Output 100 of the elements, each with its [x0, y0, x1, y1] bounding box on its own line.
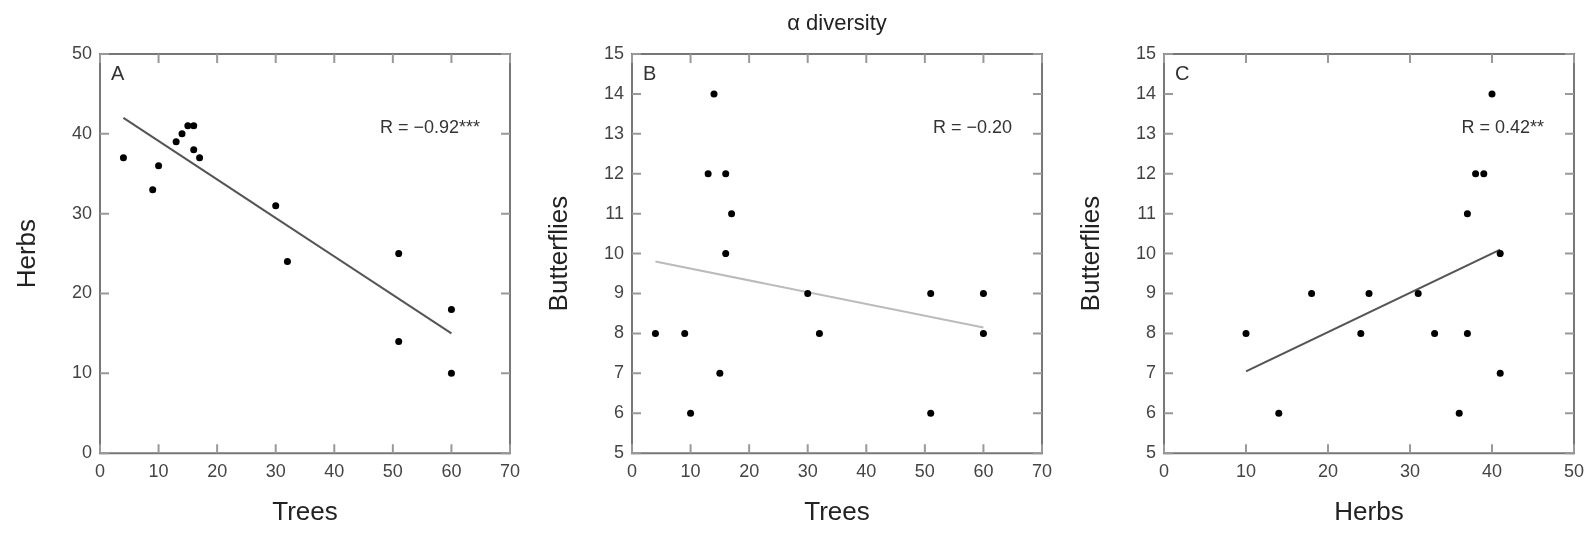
x-axis-title: Trees [272, 495, 338, 526]
y-tick-label: 7 [613, 362, 624, 383]
x-tick-label: 20 [1317, 460, 1339, 481]
point [395, 250, 403, 258]
point [1480, 170, 1488, 178]
annotation: C [1175, 61, 1190, 84]
y-tick-label: 12 [1135, 162, 1156, 183]
y-tick-label: 11 [605, 202, 624, 223]
y-tick-label: 30 [71, 202, 92, 223]
x-tick-label: 40 [856, 460, 877, 481]
y-tick-label: 15 [1135, 42, 1156, 63]
point [722, 170, 730, 178]
point [1463, 329, 1471, 337]
x-tick-label: 10 [1235, 460, 1257, 481]
point [196, 154, 204, 162]
point [119, 154, 127, 162]
x-tick-label: 30 [797, 460, 818, 481]
point [1496, 369, 1504, 377]
point [681, 329, 689, 337]
x-tick-label: 40 [324, 460, 345, 481]
point [283, 258, 291, 266]
y-tick-label: 10 [1135, 242, 1156, 263]
point [728, 210, 736, 218]
point [979, 290, 987, 298]
point [815, 329, 823, 337]
point [1357, 329, 1365, 337]
x-axis-title: Trees [804, 495, 870, 526]
point [1455, 409, 1463, 417]
point [716, 369, 724, 377]
point [927, 409, 935, 417]
y-tick-label: 5 [613, 442, 624, 463]
x-tick-label: 50 [914, 460, 935, 481]
point [1414, 290, 1422, 298]
y-tick-label: 8 [1145, 322, 1156, 343]
point [1488, 90, 1496, 98]
x-tick-label: 30 [265, 460, 286, 481]
point [710, 90, 718, 98]
point [1308, 290, 1316, 298]
point [155, 162, 163, 170]
x-tick-label: 60 [441, 460, 462, 481]
y-tick-label: 9 [1145, 282, 1156, 303]
y-tick-label: 15 [603, 42, 624, 63]
y-tick-label: 13 [1135, 122, 1156, 143]
x-tick-label: 60 [973, 460, 994, 481]
y-tick-label: 10 [603, 242, 624, 263]
point [1365, 290, 1373, 298]
y-tick-label: 10 [71, 362, 92, 383]
point [172, 138, 180, 146]
x-tick-label: 50 [1563, 460, 1585, 481]
x-tick-label: 20 [207, 460, 228, 481]
x-tick-label: 30 [1399, 460, 1421, 481]
point [149, 186, 157, 194]
annotation: R = −0.20 [932, 116, 1012, 137]
x-tick-label: 70 [499, 460, 521, 481]
chart-title: α diversity [787, 10, 887, 36]
point [927, 290, 935, 298]
y-tick-label: 9 [613, 282, 624, 303]
y-tick-label: 14 [1135, 82, 1156, 103]
point [1472, 170, 1480, 178]
y-tick-label: 5 [1145, 442, 1156, 463]
y-tick-label: 11 [1137, 202, 1156, 223]
y-tick-label: 14 [603, 82, 624, 103]
y-tick-label: 7 [1145, 362, 1156, 383]
annotation: B [643, 61, 657, 84]
y-tick-label: 13 [603, 122, 624, 143]
point [395, 337, 403, 345]
x-tick-label: 40 [1481, 460, 1503, 481]
x-tick-label: 0 [94, 460, 106, 481]
x-tick-label: 50 [382, 460, 403, 481]
x-axis-title: Herbs [1334, 495, 1404, 526]
annotation: R = −0.92*** [379, 116, 480, 137]
x-tick-label: 10 [148, 460, 169, 481]
point [687, 409, 695, 417]
point [1496, 250, 1504, 258]
x-tick-label: 70 [1031, 460, 1053, 481]
y-axis-title: Butterflies [1074, 195, 1105, 312]
y-tick-label: 8 [613, 322, 624, 343]
annotation: R = 0.42** [1461, 116, 1544, 137]
point [979, 329, 987, 337]
point [722, 250, 730, 258]
x-tick-label: 10 [680, 460, 701, 481]
point [190, 146, 198, 154]
x-tick-label: 0 [1158, 460, 1170, 481]
y-tick-label: 12 [603, 162, 624, 183]
point [1463, 210, 1471, 218]
y-tick-label: 0 [81, 442, 92, 463]
y-tick-label: 40 [71, 122, 92, 143]
point [1275, 409, 1283, 417]
point [178, 130, 186, 138]
point [272, 202, 280, 210]
y-tick-label: 20 [71, 282, 92, 303]
y-tick-label: 6 [1145, 402, 1156, 423]
x-tick-label: 20 [739, 460, 760, 481]
point [184, 122, 192, 130]
x-tick-label: 0 [626, 460, 638, 481]
point [190, 122, 198, 130]
y-tick-label: 50 [71, 42, 92, 63]
y-axis-title: Herbs [10, 218, 41, 289]
point [804, 290, 812, 298]
point [1431, 329, 1439, 337]
